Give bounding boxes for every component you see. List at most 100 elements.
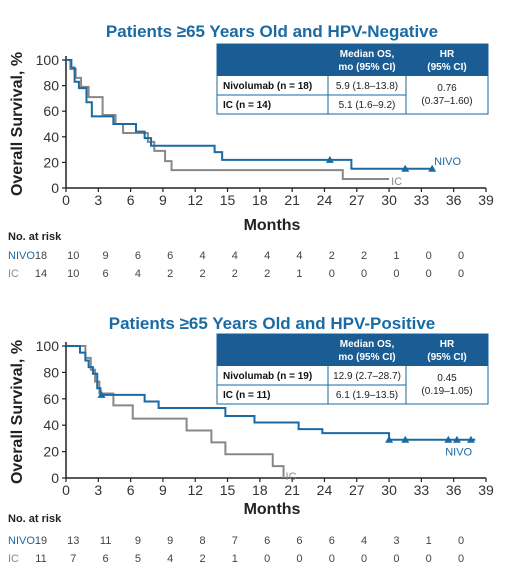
legend-row-label: IC (n = 11) [223,390,271,401]
risk-row-label: IC [8,268,19,280]
risk-value: 13 [67,535,79,547]
risk-value: 4 [135,268,141,280]
risk-value: 1 [232,553,238,565]
risk-value: 2 [167,268,173,280]
km-curve-nivo [66,59,433,170]
risk-value: 1 [426,535,432,547]
legend-table-header-bg [217,44,328,76]
risk-value: 4 [361,535,367,547]
legend-hr-ci: (0.37–1.60) [421,96,472,107]
risk-value: 19 [35,535,47,547]
x-tick-label: 39 [478,482,494,498]
risk-value: 18 [35,250,47,262]
legend-table-header-bg [328,334,488,366]
legend-row-label: Nivolumab (n = 18) [223,81,312,92]
x-axis-label: Months [244,501,301,518]
y-tick-label: 20 [43,444,59,460]
series-label-ic: IC [286,471,297,483]
censor-marker [97,390,106,398]
censor-marker [466,435,475,443]
risk-value: 6 [329,535,335,547]
legend-table-header-bg [217,334,328,366]
risk-value: 0 [426,250,432,262]
legend-row-median: 6.1 (1.9–13.5) [336,390,398,401]
x-tick-label: 15 [220,482,236,498]
y-tick-label: 40 [43,129,59,145]
chart-title: Patients ≥65 Years Old and HPV-Negative [106,22,438,41]
y-tick-label: 80 [43,364,59,380]
risk-value: 4 [167,553,173,565]
risk-value: 0 [458,268,464,280]
x-tick-label: 21 [284,192,300,208]
x-tick-label: 12 [187,192,203,208]
x-tick-label: 27 [349,192,365,208]
x-tick-label: 18 [252,192,268,208]
x-tick-label: 18 [252,482,268,498]
risk-value: 0 [329,553,335,565]
risk-value: 4 [296,250,302,262]
risk-value: 4 [199,250,205,262]
y-tick-label: 100 [36,338,60,354]
risk-value: 9 [135,535,141,547]
x-tick-label: 36 [446,192,462,208]
risk-value: 6 [103,268,109,280]
risk-value: 4 [232,250,238,262]
x-tick-label: 0 [62,482,70,498]
risk-value: 0 [458,250,464,262]
risk-value: 10 [67,268,79,280]
risk-value: 6 [135,250,141,262]
y-tick-label: 0 [51,470,59,486]
risk-value: 6 [167,250,173,262]
legend-row-label: Nivolumab (n = 19) [223,371,312,382]
x-tick-label: 6 [127,482,135,498]
risk-value: 11 [35,553,46,565]
risk-value: 2 [199,268,205,280]
x-tick-label: 3 [94,192,102,208]
risk-value: 0 [458,535,464,547]
risk-row-label: NIVO [8,250,35,262]
x-tick-label: 27 [349,482,365,498]
risk-value: 1 [296,268,302,280]
risk-value: 0 [361,553,367,565]
y-tick-label: 40 [43,417,59,433]
risk-value: 10 [67,250,79,262]
risk-row-label: IC [8,553,19,565]
y-axis-label: Overall Survival, % [9,340,26,484]
risk-value: 14 [35,268,47,280]
risk-value: 0 [393,553,399,565]
risk-value: 2 [232,268,238,280]
legend-header-hr: (95% CI) [427,62,466,73]
risk-value: 2 [361,250,367,262]
x-tick-label: 15 [220,192,236,208]
legend-hr-value: 0.76 [437,83,457,94]
legend-row-median: 12.9 (2.7–28.7) [333,371,401,382]
censor-marker [385,435,394,443]
risk-table-title: No. at risk [8,513,62,525]
chart-title: Patients ≥65 Years Old and HPV-Positive [109,314,436,333]
legend-hr-ci: (0.19–1.05) [421,386,472,397]
y-tick-label: 80 [43,78,59,94]
y-tick-label: 0 [51,180,59,196]
x-tick-label: 39 [478,192,494,208]
x-tick-label: 9 [159,482,167,498]
risk-value: 0 [296,553,302,565]
risk-value: 8 [199,535,205,547]
y-tick-label: 60 [43,391,59,407]
legend-row-label: IC (n = 14) [223,100,271,111]
risk-value: 7 [232,535,238,547]
risk-value: 1 [393,250,399,262]
risk-value: 0 [264,553,270,565]
series-label-nivo: NIVO [434,156,461,168]
censor-marker [452,435,461,443]
risk-value: 5 [135,553,141,565]
x-tick-label: 24 [317,482,333,498]
series-label-ic: IC [391,176,402,188]
x-tick-label: 33 [414,482,430,498]
risk-value: 11 [100,535,111,547]
risk-value: 3 [393,535,399,547]
risk-value: 7 [70,553,76,565]
x-tick-label: 30 [381,192,397,208]
legend-header-median: Median OS, [340,49,395,60]
y-tick-label: 100 [36,52,60,68]
legend-row-median: 5.9 (1.8–13.8) [336,81,398,92]
